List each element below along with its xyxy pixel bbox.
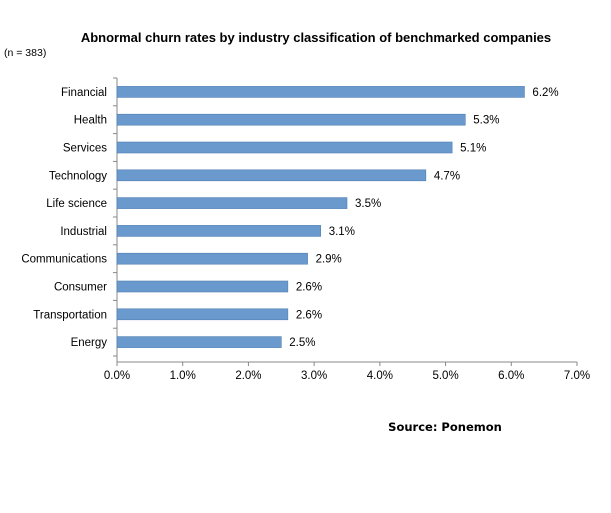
source-label: Source: Ponemon [388,420,502,434]
plot-area: Financial 6.2% Health 5.3% Services 5.1% Techn… [21,77,590,382]
x-tick-label: 7.0% [564,370,590,382]
category-label: Transportation [33,309,107,321]
category-label: Financial [61,87,107,99]
data-label: 2.6% [296,282,322,294]
bar [116,280,289,293]
data-label: 6.2% [532,87,558,99]
category-label: Industrial [60,226,107,238]
category-label: Energy [71,337,108,349]
data-label: 3.5% [355,198,381,210]
bar [116,86,525,98]
data-label: 2.6% [296,309,322,321]
data-label: 2.9% [316,254,342,266]
sample-size-note: (n = 383) [4,47,46,59]
bar [116,225,322,237]
x-tick-label: 3.0% [301,370,327,382]
category-label: Health [74,115,107,127]
data-label: 5.3% [473,115,499,127]
bar [116,336,282,348]
bar [116,141,453,154]
category-label: Communications [21,254,107,266]
bar [116,308,289,321]
data-label: 5.1% [460,143,486,155]
data-label: 2.5% [289,337,315,349]
category-label: Consumer [54,282,107,294]
x-tick-label: 1.0% [170,370,196,382]
category-label: Technology [49,170,107,182]
x-tick-label: 4.0% [367,370,393,382]
bar [116,169,427,182]
bar [116,113,466,126]
x-tick-label: 5.0% [432,370,458,382]
bar [116,197,348,209]
x-tick-label: 0.0% [104,370,130,382]
category-label: Services [63,143,107,155]
data-label: 4.7% [434,170,460,182]
x-tick-label: 6.0% [498,370,524,382]
chart-title: Abnormal churn rates by industry classif… [81,30,551,45]
bar [116,252,308,265]
data-label: 3.1% [329,226,355,238]
x-tick-label: 2.0% [235,370,261,382]
category-label: Life science [46,198,107,210]
